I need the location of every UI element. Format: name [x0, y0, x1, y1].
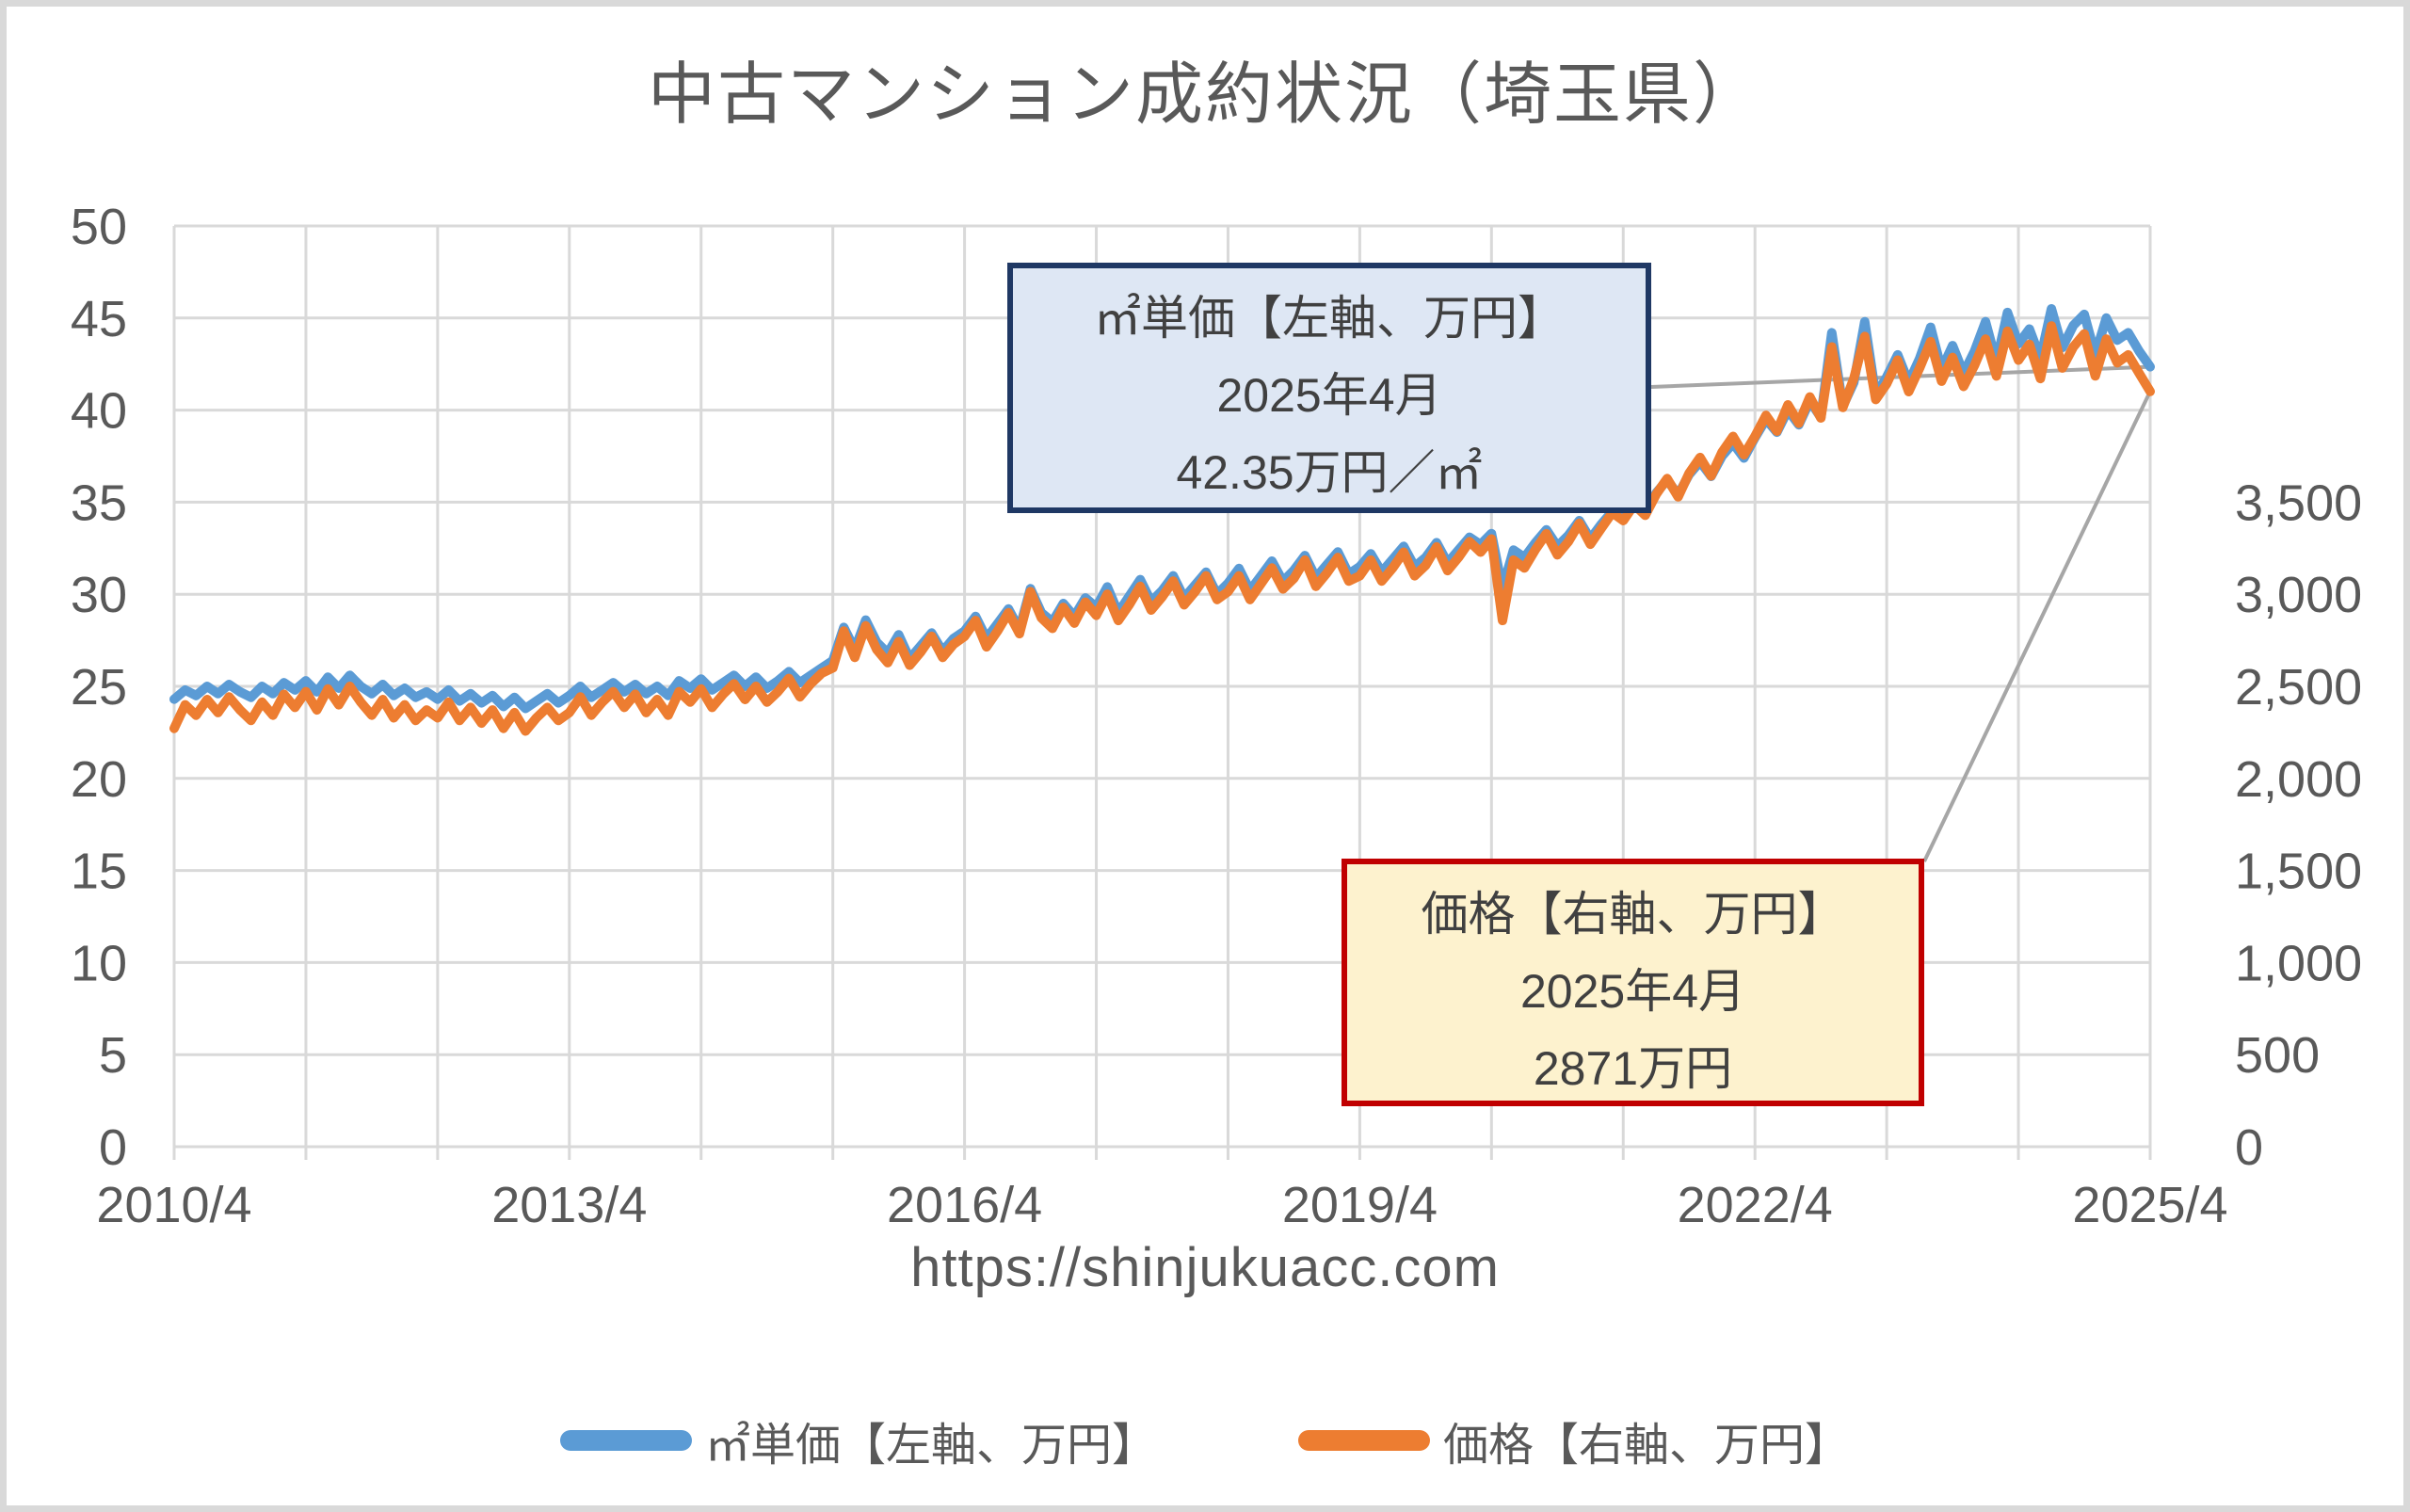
legend-label-price: 価格【右軸、万円】 — [1443, 1421, 1851, 1471]
y-axis-tick-label-left: 15 — [71, 844, 127, 900]
y-axis-tick-label-right: 500 — [2235, 1027, 2320, 1084]
y-axis-tick-label-right: 1,500 — [2235, 844, 2362, 900]
legend-label-unit-price: ㎡単価【左軸、万円】 — [704, 1421, 1157, 1471]
x-axis-tick-label: 2016/4 — [887, 1177, 1042, 1233]
x-axis-tick-label: 2025/4 — [2072, 1177, 2227, 1233]
x-axis-tick-label: 2010/4 — [96, 1177, 251, 1233]
legend-item-price: 価格【右軸、万円】 — [1298, 1407, 1850, 1473]
y-axis-tick-label-right: 3,000 — [2235, 567, 2362, 623]
price-annotation-line2: 2025年4月 — [1519, 965, 1746, 1018]
y-axis-tick-label-left: 40 — [71, 383, 127, 440]
legend-item-unit-price: ㎡単価【左軸、万円】 — [559, 1407, 1157, 1473]
y-axis-tick-label-left: 25 — [71, 659, 127, 716]
y-axis-tick-label-right: 1,000 — [2235, 935, 2362, 991]
y-axis-tick-label-left: 30 — [71, 567, 127, 623]
y-axis-tick-label-left: 5 — [99, 1027, 127, 1084]
unit-price-annotation: ㎡単価【左軸、万円】 2025年4月 42.35万円／㎡ — [1007, 263, 1651, 513]
price-annotation: 価格【右軸、万円】 2025年4月 2871万円 — [1342, 859, 1924, 1106]
source-url: https://shinjukuacc.com — [910, 1237, 1500, 1298]
unit-price-annotation-line2: 2025年4月 — [1216, 369, 1442, 422]
legend: ㎡単価【左軸、万円】 価格【右軸、万円】 — [7, 1407, 2403, 1473]
y-axis-tick-label-left: 10 — [71, 935, 127, 991]
price-line-swatch — [1298, 1430, 1430, 1451]
unit-price-annotation-line3: 42.35万円／㎡ — [1176, 446, 1483, 499]
x-axis-tick-label: 2019/4 — [1282, 1177, 1438, 1233]
unit-price-annotation-line1: ㎡単価【左軸、万円】 — [1094, 292, 1565, 345]
y-axis-tick-label-right: 2,500 — [2235, 659, 2362, 716]
y-axis-tick-label-left: 45 — [71, 291, 127, 347]
y-axis-tick-label-right: 2,000 — [2235, 751, 2362, 808]
y-axis-tick-label-left: 0 — [99, 1119, 127, 1176]
y-axis-tick-label-left: 20 — [71, 751, 127, 808]
price-annotation-line3: 2871万円 — [1533, 1042, 1733, 1095]
series-line-price — [169, 321, 2155, 736]
x-axis-tick-label: 2022/4 — [1678, 1177, 1833, 1233]
y-axis-tick-label-left: 50 — [71, 199, 127, 255]
price-annotation-connector — [1922, 390, 2152, 862]
y-axis-tick-label-right: 0 — [2235, 1119, 2263, 1176]
y-axis-tick-label-left: 35 — [71, 475, 127, 531]
price-annotation-line1: 価格【右軸、万円】 — [1421, 888, 1845, 941]
unit-price-line-swatch — [559, 1430, 692, 1451]
y-axis-tick-label-right: 3,500 — [2235, 475, 2362, 531]
x-axis-tick-label: 2013/4 — [491, 1177, 647, 1233]
chart-title: 中古マンション成約状況（埼玉県） — [647, 57, 1762, 133]
